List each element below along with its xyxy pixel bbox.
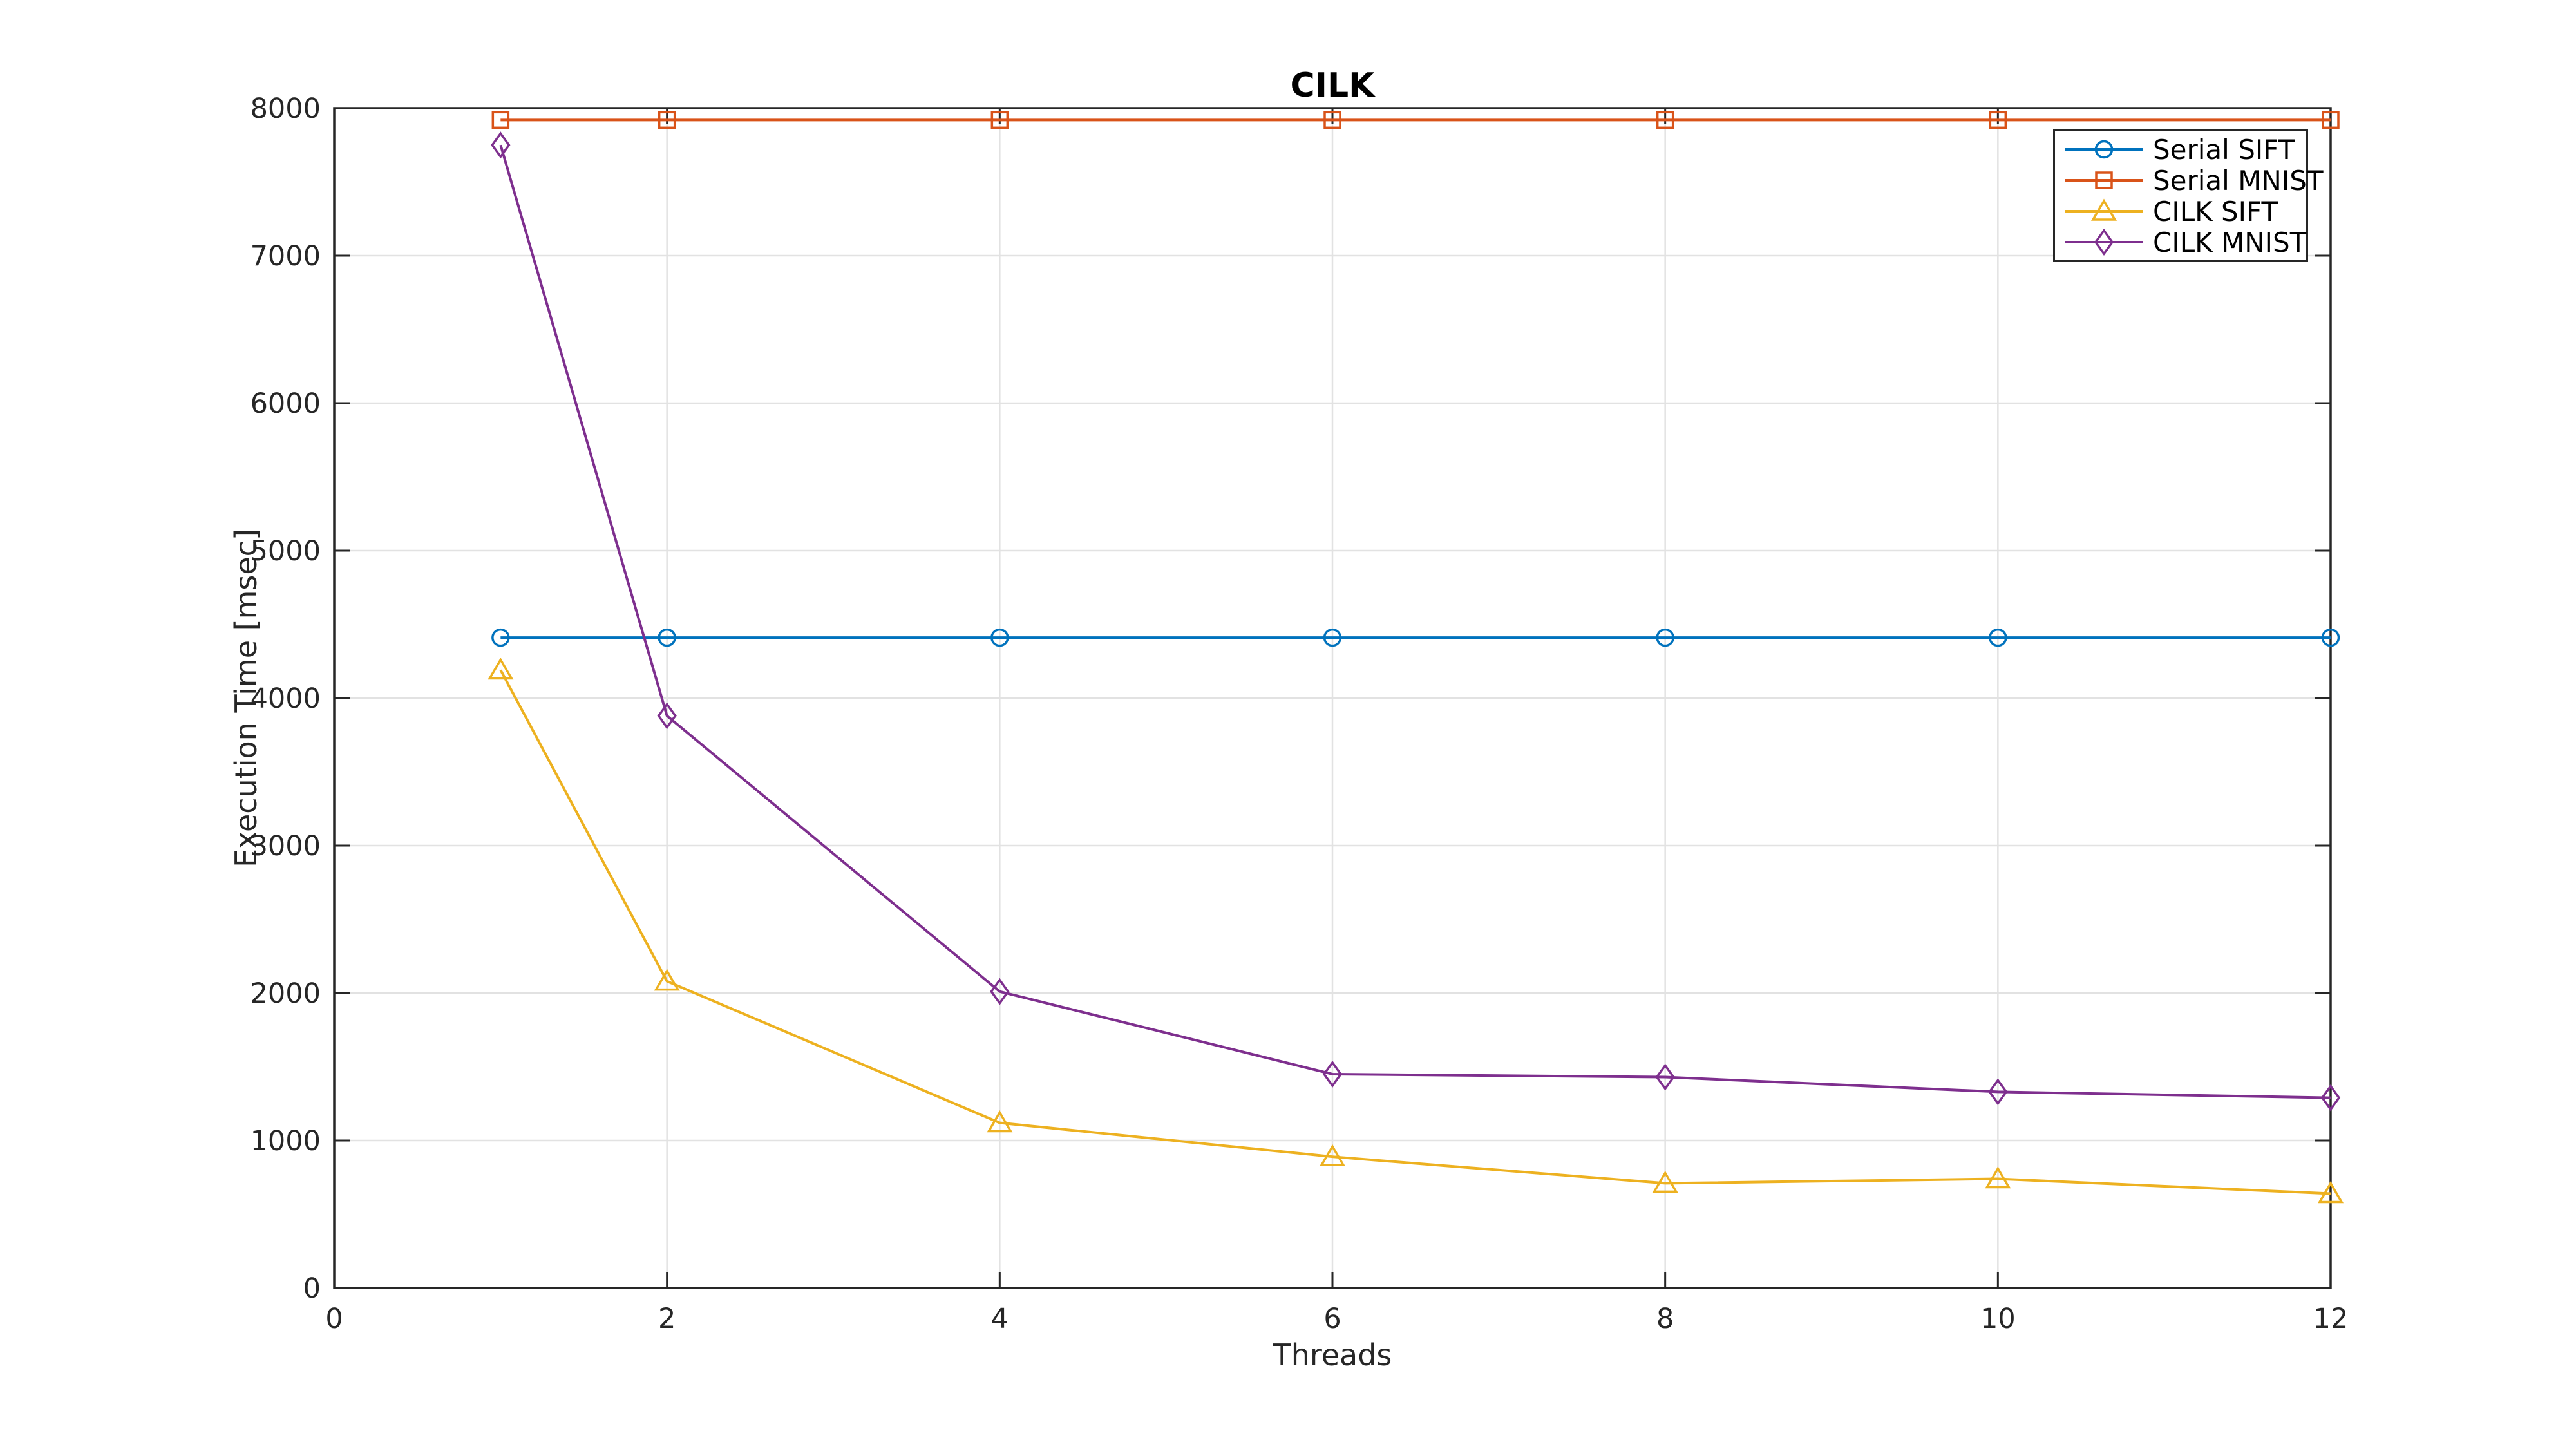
marker-circle xyxy=(990,628,1009,647)
x-tick-label: 10 xyxy=(1980,1303,2016,1335)
marker-diamond xyxy=(1322,1060,1343,1088)
marker-circle xyxy=(1989,628,2007,647)
marker-circle xyxy=(1323,628,1342,647)
marker-triangle xyxy=(2090,198,2117,221)
marker-triangle xyxy=(1652,1170,1678,1193)
legend-label: Serial MNIST xyxy=(2153,164,2324,196)
legend-label: CILK SIFT xyxy=(2153,195,2278,227)
series-line xyxy=(499,144,2331,1099)
x-tick-label: 4 xyxy=(991,1303,1009,1335)
marker-circle xyxy=(2321,628,2340,647)
marker-diamond xyxy=(1655,1063,1675,1091)
series-serial-sift xyxy=(491,628,2340,647)
series-cilk-sift xyxy=(488,658,2344,1204)
chart-title: CILK xyxy=(1290,66,1375,105)
marker-square xyxy=(491,111,510,129)
series-serial-mnist xyxy=(491,111,2340,129)
series-cilk-mnist xyxy=(491,131,2341,1112)
legend-label: CILK MNIST xyxy=(2153,226,2307,258)
x-tick-label: 8 xyxy=(1656,1303,1674,1335)
x-tick-label: 2 xyxy=(658,1303,676,1335)
y-tick-label: 7000 xyxy=(251,240,321,272)
x-tick-label: 6 xyxy=(1323,1303,1341,1335)
legend-sample-line xyxy=(2065,198,2143,221)
marker-square xyxy=(1656,111,1674,129)
legend-sample-line xyxy=(2065,140,2143,159)
marker-circle xyxy=(491,628,510,647)
marker-triangle xyxy=(1319,1144,1346,1166)
y-tick-label: 6000 xyxy=(251,388,321,420)
x-tick-label: 0 xyxy=(325,1303,343,1335)
marker-triangle xyxy=(987,1110,1013,1133)
y-tick-label: 2000 xyxy=(251,978,321,1010)
marker-diamond xyxy=(1988,1078,2008,1106)
x-tick-label: 12 xyxy=(2313,1303,2349,1335)
marker-triangle xyxy=(488,658,514,680)
marker-diamond xyxy=(657,702,677,730)
marker-square xyxy=(2095,171,2113,189)
marker-circle xyxy=(1656,628,1674,647)
marker-circle xyxy=(658,628,676,647)
marker-circle xyxy=(2094,140,2114,159)
legend-item-cilk-mnist: CILK MNIST xyxy=(2063,227,2306,258)
y-axis-label: Execution Time [msec] xyxy=(229,529,263,867)
marker-diamond xyxy=(2320,1084,2341,1112)
marker-triangle xyxy=(1985,1166,2011,1189)
marker-triangle xyxy=(2317,1180,2344,1204)
marker-diamond xyxy=(2094,229,2114,256)
marker-square xyxy=(1323,111,1341,129)
y-tick-label: 5000 xyxy=(251,535,321,567)
legend-sample-line xyxy=(2065,171,2143,189)
marker-diamond xyxy=(491,131,511,159)
marker-square xyxy=(2322,111,2340,129)
legend-sample-line xyxy=(2065,229,2143,256)
y-tick-label: 4000 xyxy=(251,683,321,715)
marker-diamond xyxy=(990,978,1010,1005)
x-axis-label: Threads xyxy=(1273,1338,1392,1372)
y-tick-label: 3000 xyxy=(251,830,321,862)
legend-item-cilk-sift: CILK SIFT xyxy=(2063,196,2306,227)
legend-item-serial-mnist: Serial MNIST xyxy=(2063,165,2324,196)
legend: Serial SIFT Serial MNIST CILK SIFT CILK MNI… xyxy=(2053,129,2324,262)
legend-label: Serial SIFT xyxy=(2153,133,2295,166)
y-tick-label: 1000 xyxy=(251,1125,321,1157)
marker-square xyxy=(990,111,1009,129)
legend-item-serial-sift: Serial SIFT xyxy=(2063,133,2306,166)
y-tick-label: 0 xyxy=(303,1273,321,1305)
marker-square xyxy=(658,111,676,129)
marker-square xyxy=(1989,111,2007,129)
marker-triangle xyxy=(654,969,680,991)
series-line xyxy=(499,669,2331,1195)
y-tick-label: 8000 xyxy=(251,93,321,125)
